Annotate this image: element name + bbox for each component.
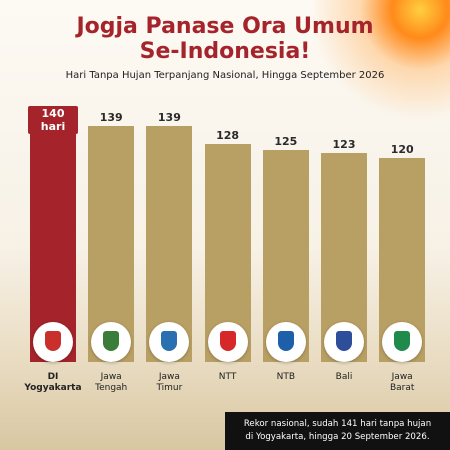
subtitle: Hari Tanpa Hujan Terpanjang Nasional, Hi… [65,70,385,81]
title-line: Se-Indonesia! [139,39,311,64]
region-logo [207,322,248,362]
value-label: 123 [332,137,356,151]
category-label: Jawa Barat [389,372,415,393]
category-label: DI Yogyakarta [24,372,82,393]
region-logo [265,322,306,362]
value-label: 140 hari [28,106,78,134]
region-logo [149,322,190,362]
category-label: Jawa Tengah [95,372,128,393]
category-label: Jawa Timur [156,372,183,393]
value-label: 120 [390,143,414,156]
region-logo [382,322,423,362]
title: Jogja Panase Ora Umum Se-Indonesia! [0,14,450,64]
category-label: Bali [335,372,353,382]
region-logo [91,322,132,362]
title-line: Jogja Panase Ora Umum [76,14,374,39]
category-label: NTB [276,372,295,382]
value-label: 125 [274,134,298,148]
value-label: 139 [157,110,181,124]
category-label: NTT [218,372,237,382]
value-label: 128 [216,129,240,143]
region-logo [324,322,364,362]
annotation: Rekor nasional, sudah 141 hari tanpa huj… [225,412,450,450]
value-label: 139 [99,110,123,124]
region-logo [33,322,73,362]
